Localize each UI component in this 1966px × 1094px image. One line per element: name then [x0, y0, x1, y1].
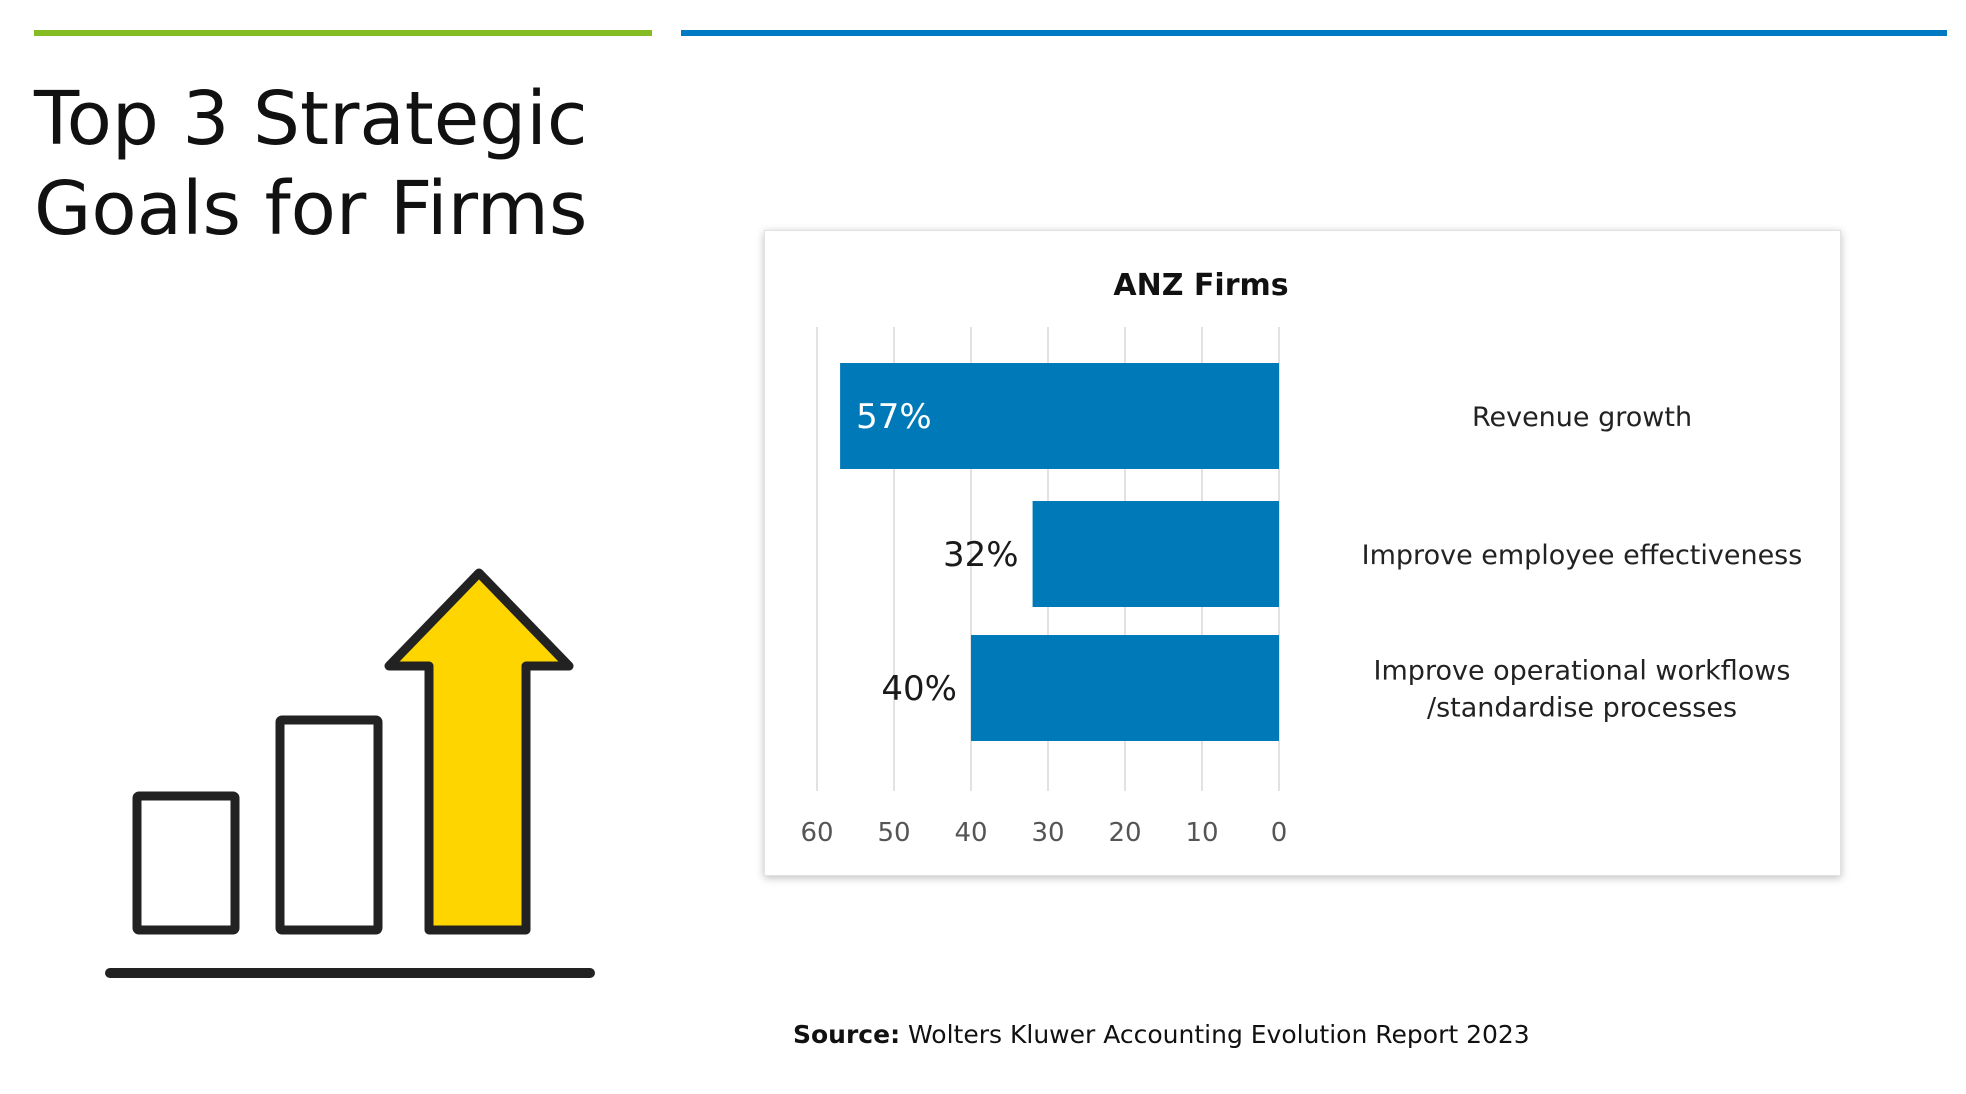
category-label: Improve operational workflows: [1374, 656, 1791, 687]
x-tick-label: 40: [954, 818, 987, 848]
medium-bar-shape: [275, 715, 383, 935]
chart-card: 60 50 40 30 20 10 0 57% Revenue growth 32% Improv…: [764, 230, 1841, 876]
category-label: /standardise processes: [1427, 693, 1737, 724]
bar-value-label: 40%: [881, 669, 957, 709]
bar-value-label: 32%: [943, 535, 1019, 575]
x-tick-label: 10: [1185, 818, 1218, 848]
x-tick-label: 60: [800, 818, 833, 848]
bar: [840, 363, 1279, 469]
bar: [1032, 501, 1279, 607]
chart-title: ANZ Firms: [1113, 268, 1288, 303]
x-tick-label: 30: [1031, 818, 1064, 848]
growth-bars-arrow-icon: [100, 560, 620, 1000]
bar: [971, 635, 1279, 741]
bar-value-label: 57%: [856, 397, 932, 437]
up-arrow-shape: [384, 568, 574, 935]
x-tick-label: 0: [1271, 818, 1288, 848]
anz-firms-bar-chart: 60 50 40 30 20 10 0 57% Revenue growth 32% Improv…: [800, 268, 1803, 848]
source-note: Source: Wolters Kluwer Accounting Evolut…: [793, 1020, 1530, 1049]
category-label: Revenue growth: [1472, 402, 1692, 433]
source-text: Wolters Kluwer Accounting Evolution Repo…: [908, 1020, 1530, 1049]
slide-title-line-2: Goals for Firms: [34, 166, 588, 252]
small-bar-shape: [132, 791, 240, 935]
x-tick-label: 20: [1108, 818, 1141, 848]
x-tick-label: 50: [877, 818, 910, 848]
green-accent-rule: [34, 30, 652, 36]
slide-title: Top 3 Strategic Goals for Firms: [34, 74, 654, 254]
blue-accent-rule: [681, 30, 1947, 36]
slide-title-line-1: Top 3 Strategic: [34, 76, 588, 162]
source-label: Source:: [793, 1020, 901, 1049]
category-label: Improve employee effectiveness: [1362, 540, 1803, 571]
